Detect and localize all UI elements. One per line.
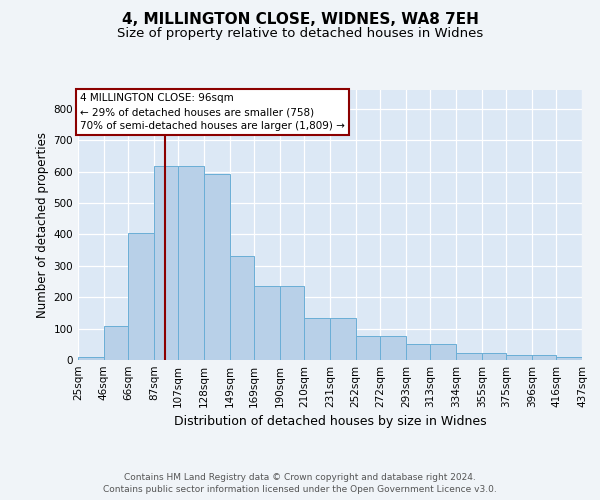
X-axis label: Distribution of detached houses by size in Widnes: Distribution of detached houses by size … [173,416,487,428]
Bar [506,356,532,360]
Text: 4 MILLINGTON CLOSE: 96sqm
← 29% of detached houses are smaller (758)
70% of semi: 4 MILLINGTON CLOSE: 96sqm ← 29% of detac… [80,93,346,131]
Bar [430,344,456,360]
Bar [204,174,230,360]
Bar [330,318,356,360]
Bar [456,354,482,360]
Bar [154,166,178,360]
Bar [532,356,556,360]
Text: Contains public sector information licensed under the Open Government Licence v3: Contains public sector information licen… [103,485,497,494]
Text: Contains HM Land Registry data © Crown copyright and database right 2024.: Contains HM Land Registry data © Crown c… [124,472,476,482]
Bar [406,344,430,360]
Bar [178,166,204,360]
Bar [280,286,304,360]
Bar [482,354,506,360]
Bar [356,336,380,360]
Bar [128,234,154,360]
Bar [304,318,330,360]
Bar [78,358,104,360]
Bar [254,286,280,360]
Bar [556,358,582,360]
Bar [230,256,254,360]
Bar [380,336,406,360]
Text: 4, MILLINGTON CLOSE, WIDNES, WA8 7EH: 4, MILLINGTON CLOSE, WIDNES, WA8 7EH [122,12,478,28]
Bar [104,326,128,360]
Text: Size of property relative to detached houses in Widnes: Size of property relative to detached ho… [117,28,483,40]
Y-axis label: Number of detached properties: Number of detached properties [37,132,49,318]
